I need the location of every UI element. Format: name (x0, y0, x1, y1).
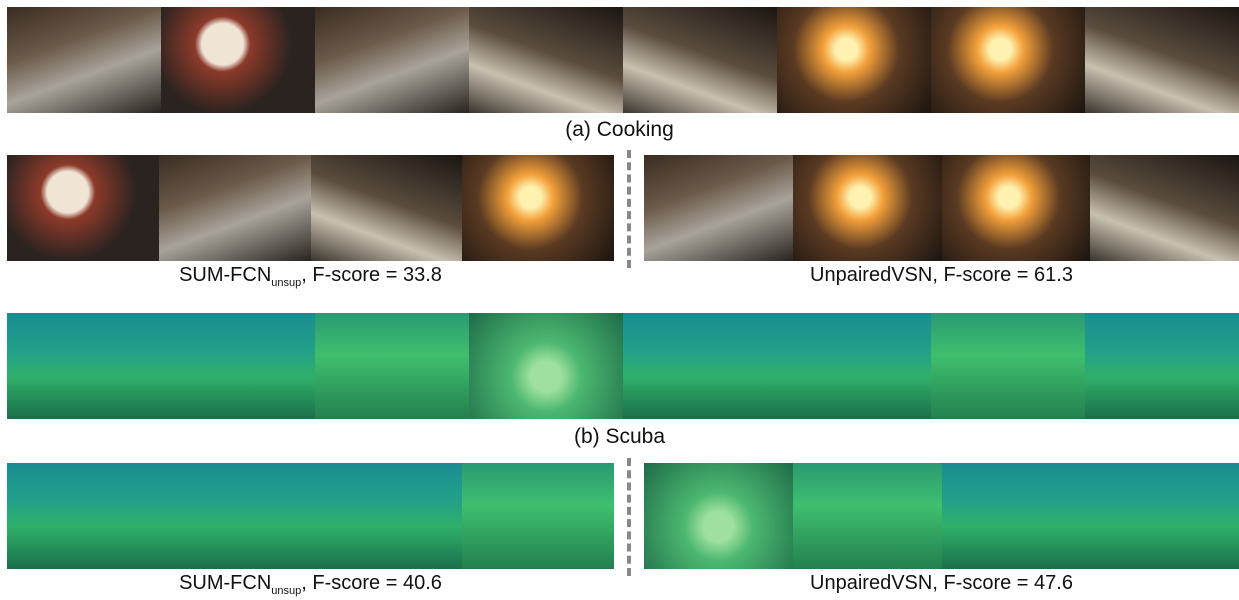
caption: UnpairedVSN, F-score = 47.6 (644, 572, 1239, 595)
section-label: (b) Scuba (573, 425, 666, 448)
method-subscript: unsup (271, 277, 302, 289)
video-frame (310, 155, 463, 261)
video-frame (7, 463, 159, 569)
video-frame (7, 155, 159, 261)
video-frame (792, 463, 942, 569)
video-frame (1085, 313, 1239, 419)
video-frame (1090, 155, 1239, 261)
method: UnpairedVSN, F-score = 47.6 (810, 572, 1073, 594)
video-frame (158, 155, 311, 261)
video-frame (941, 155, 1091, 261)
video-frame (469, 313, 623, 419)
frame-row (7, 313, 1239, 419)
video-frame (315, 7, 469, 113)
video-frame (623, 313, 777, 419)
video-frame (161, 313, 315, 419)
video-frame (1085, 7, 1239, 113)
video-frame (931, 7, 1085, 113)
video-frame (777, 313, 931, 419)
video-frame (1090, 463, 1239, 569)
frame-row (7, 463, 614, 569)
video-frame (462, 463, 614, 569)
video-frame (644, 463, 793, 569)
caption: SUM-FCNunsup, F-score = 33.8 (7, 264, 614, 289)
section-label: (a) Cooking (565, 118, 674, 141)
video-frame (7, 7, 161, 113)
video-frame (469, 7, 623, 113)
caption: SUM-FCNunsup, F-score = 40.6 (7, 572, 614, 597)
method: SUM-FCN (179, 572, 272, 594)
video-frame (931, 313, 1085, 419)
frame-row (644, 155, 1239, 261)
video-frame (310, 463, 463, 569)
frame-row (644, 463, 1239, 569)
video-frame (7, 313, 161, 419)
caption: UnpairedVSN, F-score = 61.3 (644, 264, 1239, 287)
video-frame (462, 155, 614, 261)
divider (627, 458, 631, 576)
video-frame (161, 7, 315, 113)
video-frame (315, 313, 469, 419)
method: UnpairedVSN, F-score = 61.3 (810, 264, 1073, 286)
video-frame (941, 463, 1091, 569)
method-subscript: unsup (271, 585, 302, 597)
score: , F-score = 33.8 (301, 264, 442, 286)
video-frame (623, 7, 777, 113)
frame-row (7, 155, 614, 261)
video-frame (644, 155, 793, 261)
video-frame (792, 155, 942, 261)
frame-row (7, 7, 1239, 113)
method: SUM-FCN (179, 264, 272, 286)
video-frame (777, 7, 931, 113)
divider (627, 150, 631, 268)
video-frame (158, 463, 311, 569)
score: , F-score = 40.6 (301, 572, 442, 594)
